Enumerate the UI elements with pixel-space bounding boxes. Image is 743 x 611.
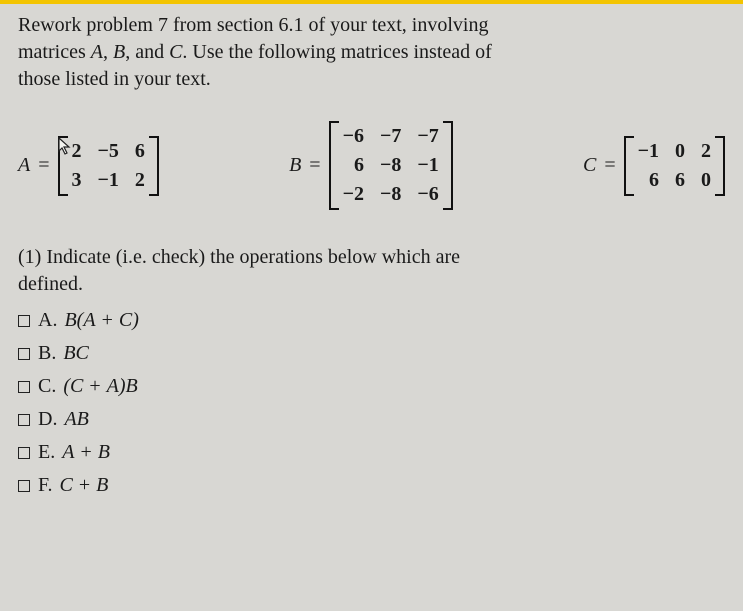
question-text-b: defined. (18, 273, 83, 295)
matrix-A-cell-1-2: 2 (135, 169, 145, 192)
matrix-A-cell-0-0: 2 (72, 140, 82, 163)
matrix-C-name: C (583, 154, 596, 177)
matrix-A-def: A = 2 −5 6 3 −1 2 (18, 136, 159, 196)
question-1: (1) Indicate (i.e. check) the operations… (18, 244, 725, 298)
option-A-letter: A. (38, 309, 57, 331)
matrix-C-cell-0-1: 0 (675, 140, 685, 163)
option-E-expr: A + B (62, 441, 110, 463)
matrix-ref-C: C (169, 41, 182, 63)
option-A: A. B(A + C) (18, 304, 725, 337)
matrix-C-cell-0-0: −1 (638, 140, 659, 163)
option-F-letter: F. (38, 474, 53, 496)
matrix-B-cell-1-0: 6 (354, 154, 364, 177)
option-D: D. AB (18, 403, 725, 436)
answer-options: A. B(A + C) B. BC C. (C + A)B D. AB E. A… (18, 304, 725, 502)
matrix-C-bracket: −1 0 2 6 6 0 (624, 136, 725, 196)
matrix-B-cell-2-1: −8 (380, 183, 401, 206)
checkbox-B[interactable] (18, 348, 30, 360)
matrix-B-cell-0-0: −6 (343, 125, 364, 148)
checkbox-E[interactable] (18, 447, 30, 459)
matrix-B-cell-1-2: −1 (417, 154, 438, 177)
matrix-C-grid: −1 0 2 6 6 0 (636, 136, 713, 196)
option-F: F. C + B (18, 469, 725, 502)
matrix-C-def: C = −1 0 2 6 6 0 (583, 136, 725, 196)
matrix-A-name: A (18, 154, 30, 177)
option-E: E. A + B (18, 436, 725, 469)
matrix-C-cell-0-2: 2 (701, 140, 711, 163)
matrix-A-cell-1-0: 3 (72, 169, 82, 192)
matrix-A-bracket: 2 −5 6 3 −1 2 (58, 136, 159, 196)
matrix-B-bracket: −6 −7 −7 6 −8 −1 −2 −8 −6 (329, 121, 453, 210)
matrix-C-cell-1-2: 0 (701, 169, 711, 192)
matrix-B-cell-2-2: −6 (417, 183, 438, 206)
checkbox-F[interactable] (18, 480, 30, 492)
matrix-B-cell-0-1: −7 (380, 125, 401, 148)
matrix-B-cell-0-2: −7 (417, 125, 438, 148)
matrix-A-grid: 2 −5 6 3 −1 2 (70, 136, 147, 196)
equals-sign: = (602, 154, 617, 177)
matrix-B-cell-1-1: −8 (380, 154, 401, 177)
matrix-B-grid: −6 −7 −7 6 −8 −1 −2 −8 −6 (341, 121, 441, 210)
prompt-line2a: matrices (18, 41, 91, 63)
prompt-line2b: . Use the following matrices instead of (182, 41, 491, 63)
matrix-C-cell-1-1: 6 (675, 169, 685, 192)
matrix-ref-A: A (91, 41, 103, 63)
matrix-C-cell-1-0: 6 (649, 169, 659, 192)
matrix-definitions: A = 2 −5 6 3 −1 2 B = (18, 121, 725, 210)
option-B: B. BC (18, 337, 725, 370)
option-B-expr: BC (63, 342, 89, 364)
question-number: (1) (18, 246, 46, 268)
option-C-expr: (C + A)B (63, 375, 137, 397)
matrix-ref-B: B (113, 41, 125, 63)
option-A-expr: B(A + C) (64, 309, 138, 331)
cursor-icon (58, 137, 74, 157)
equals-sign: = (307, 154, 322, 177)
option-C: C. (C + A)B (18, 370, 725, 403)
matrix-B-cell-2-0: −2 (343, 183, 364, 206)
prompt-line3: those listed in your text. (18, 68, 211, 90)
checkbox-C[interactable] (18, 381, 30, 393)
problem-page: Rework problem 7 from section 6.1 of you… (0, 4, 743, 520)
option-C-letter: C. (38, 375, 56, 397)
matrix-A-cell-0-1: −5 (98, 140, 119, 163)
option-F-expr: C + B (60, 474, 109, 496)
problem-prompt: Rework problem 7 from section 6.1 of you… (18, 12, 725, 93)
matrix-B-name: B (289, 154, 301, 177)
matrix-A-cell-0-2: 6 (135, 140, 145, 163)
prompt-line1: Rework problem 7 from section 6.1 of you… (18, 14, 488, 36)
matrix-B-def: B = −6 −7 −7 6 −8 −1 −2 −8 −6 (289, 121, 453, 210)
matrix-A-cell-1-1: −1 (98, 169, 119, 192)
option-E-letter: E. (38, 441, 55, 463)
question-text-a: Indicate (i.e. check) the operations bel… (46, 246, 460, 268)
checkbox-A[interactable] (18, 315, 30, 327)
checkbox-D[interactable] (18, 414, 30, 426)
option-D-expr: AB (64, 408, 88, 430)
option-B-letter: B. (38, 342, 56, 364)
option-D-letter: D. (38, 408, 57, 430)
equals-sign: = (36, 154, 51, 177)
